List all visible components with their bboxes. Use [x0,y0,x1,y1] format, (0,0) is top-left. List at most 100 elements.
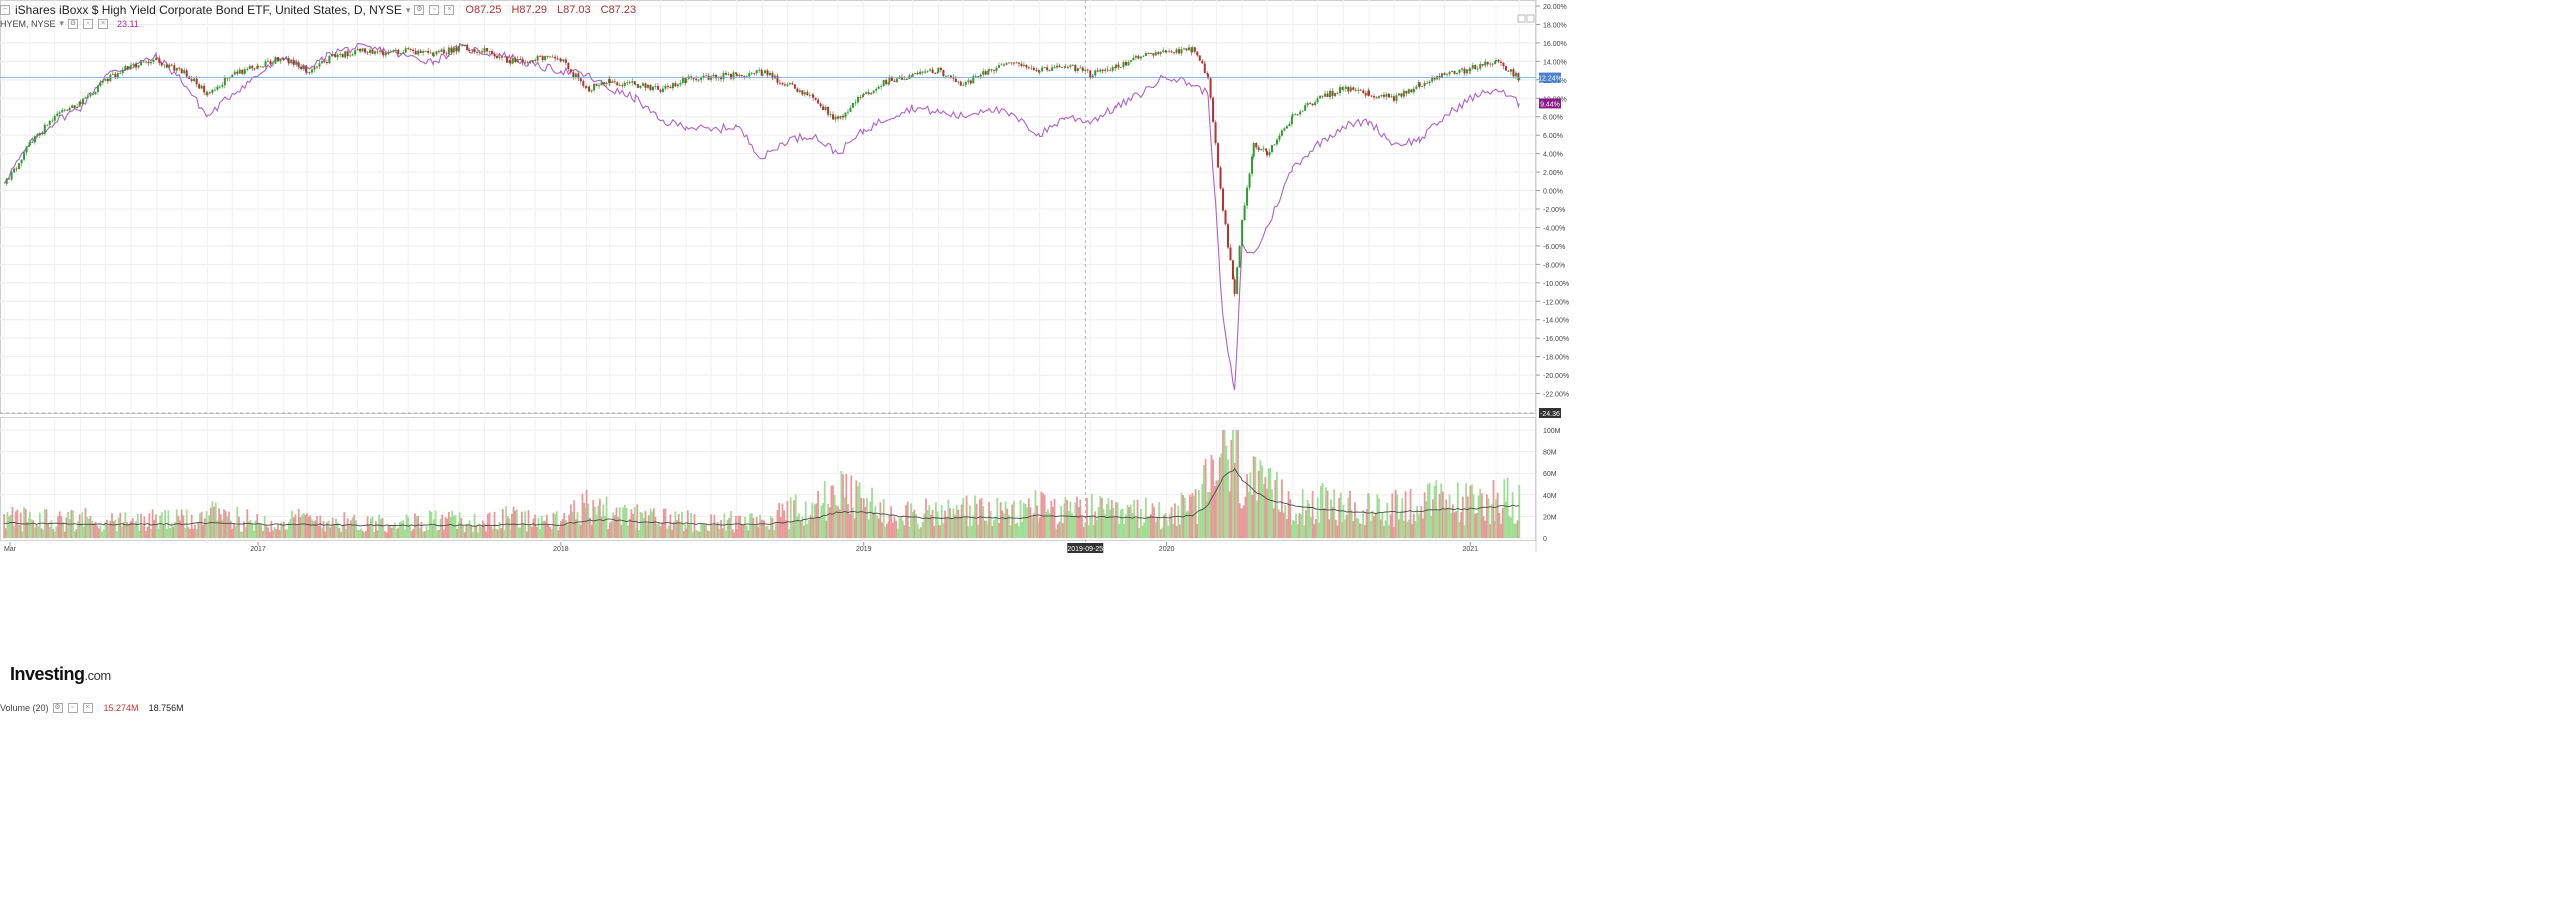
volume-bar [517,527,520,538]
candle-body [1035,69,1038,71]
volume-bar [182,515,185,538]
candle-body [168,64,171,68]
volume-bar [733,532,736,538]
volume-bar [366,516,369,538]
candle-body [58,112,61,114]
candle-body [854,102,857,104]
volume-bar [1411,524,1414,538]
settings-icon[interactable]: ⚙ [414,5,425,15]
volume-bar [681,511,683,538]
settings-icon[interactable]: ⚙ [68,18,79,29]
volume-bar [1277,509,1280,538]
volume-bar [950,517,953,538]
volume-bar [1029,507,1032,538]
volume-bar [896,528,899,538]
volume-bar [1484,520,1487,538]
volume-bar [886,523,888,538]
hide-icon[interactable]: ▫ [83,18,94,29]
volume-bar [563,513,566,538]
candle-body [1255,142,1258,148]
volume-bar [1031,517,1034,538]
volume-bar [60,516,63,538]
candle-body [1022,64,1025,66]
candle-body [481,51,484,53]
volume-bar [65,517,68,538]
collapse-icon[interactable]: − [0,5,10,15]
volume-bar [14,511,17,538]
volume-bar [1057,523,1059,538]
volume-bar [1241,508,1244,538]
volume-bar [794,494,797,538]
volume-bar [1109,509,1112,538]
candle-body [1201,60,1204,64]
volume-bar [371,516,374,538]
volume-bar [789,497,792,538]
volume-bar [881,522,883,538]
volume-bar [931,509,934,538]
candle-body [246,69,249,70]
hide-icon[interactable]: ▫ [67,703,78,713]
price-tick-label: -6.00% [1543,244,1565,251]
volume-bar [296,523,298,538]
chevron-down-icon[interactable]: ▾ [405,4,411,15]
candle-body [1015,62,1018,64]
volume-bar [755,516,758,538]
candle-body [356,48,359,51]
volume-bar [1456,482,1459,538]
volume-bar [1345,514,1348,538]
candle-body [1224,210,1227,225]
volume-bar [698,531,701,538]
close-icon[interactable]: × [444,5,455,15]
candle-body [937,67,940,73]
candle-body [364,48,367,53]
candle-body [598,85,601,87]
volume-bar [214,502,217,538]
candle-body [585,86,588,88]
candle-body [649,84,652,91]
volume-bar [1081,516,1083,538]
volume-bar [511,513,513,538]
volume-bar [1201,483,1204,538]
volume-bar [571,512,574,538]
candle-body [888,76,891,83]
hide-icon[interactable]: ▫ [429,5,440,15]
volume-bar [628,518,631,538]
volume-bar [993,519,995,538]
candle-body [424,50,427,52]
candle-body [1000,64,1003,66]
close-icon[interactable]: × [82,703,93,713]
candle-body [86,96,89,98]
close-icon[interactable]: × [98,18,109,29]
volume-bar [1466,496,1469,538]
candle-body [758,69,761,71]
candle-body [778,82,781,84]
settings-icon[interactable]: ⚙ [52,703,63,713]
volume-bar [1066,499,1068,538]
candle-body [1296,114,1299,116]
volume-bar [102,529,105,538]
volume-bar [1511,492,1514,538]
volume-bar [1008,514,1010,538]
candle-body [461,45,464,47]
volume-bar [1316,497,1319,538]
volume-bar [1428,482,1431,538]
candle-body [735,73,738,77]
price-tick-label: 4.00% [1543,152,1563,159]
volume-bar [1485,494,1488,538]
volume-bar [472,531,474,538]
price-tick-label: -4.00% [1543,225,1565,232]
volume-bar [1315,518,1317,538]
chevron-down-icon[interactable]: ▾ [59,18,65,28]
volume-bar [625,508,628,538]
volume-bar [505,506,508,538]
volume-bar [1139,509,1142,538]
current-price-label: 12.24% [1538,76,1562,83]
volume-bar [1359,523,1361,538]
volume-bar [613,515,616,538]
volume-bar [114,519,117,538]
volume-bar [1089,515,1092,538]
candle-body [654,86,657,87]
volume-bar [598,498,601,538]
